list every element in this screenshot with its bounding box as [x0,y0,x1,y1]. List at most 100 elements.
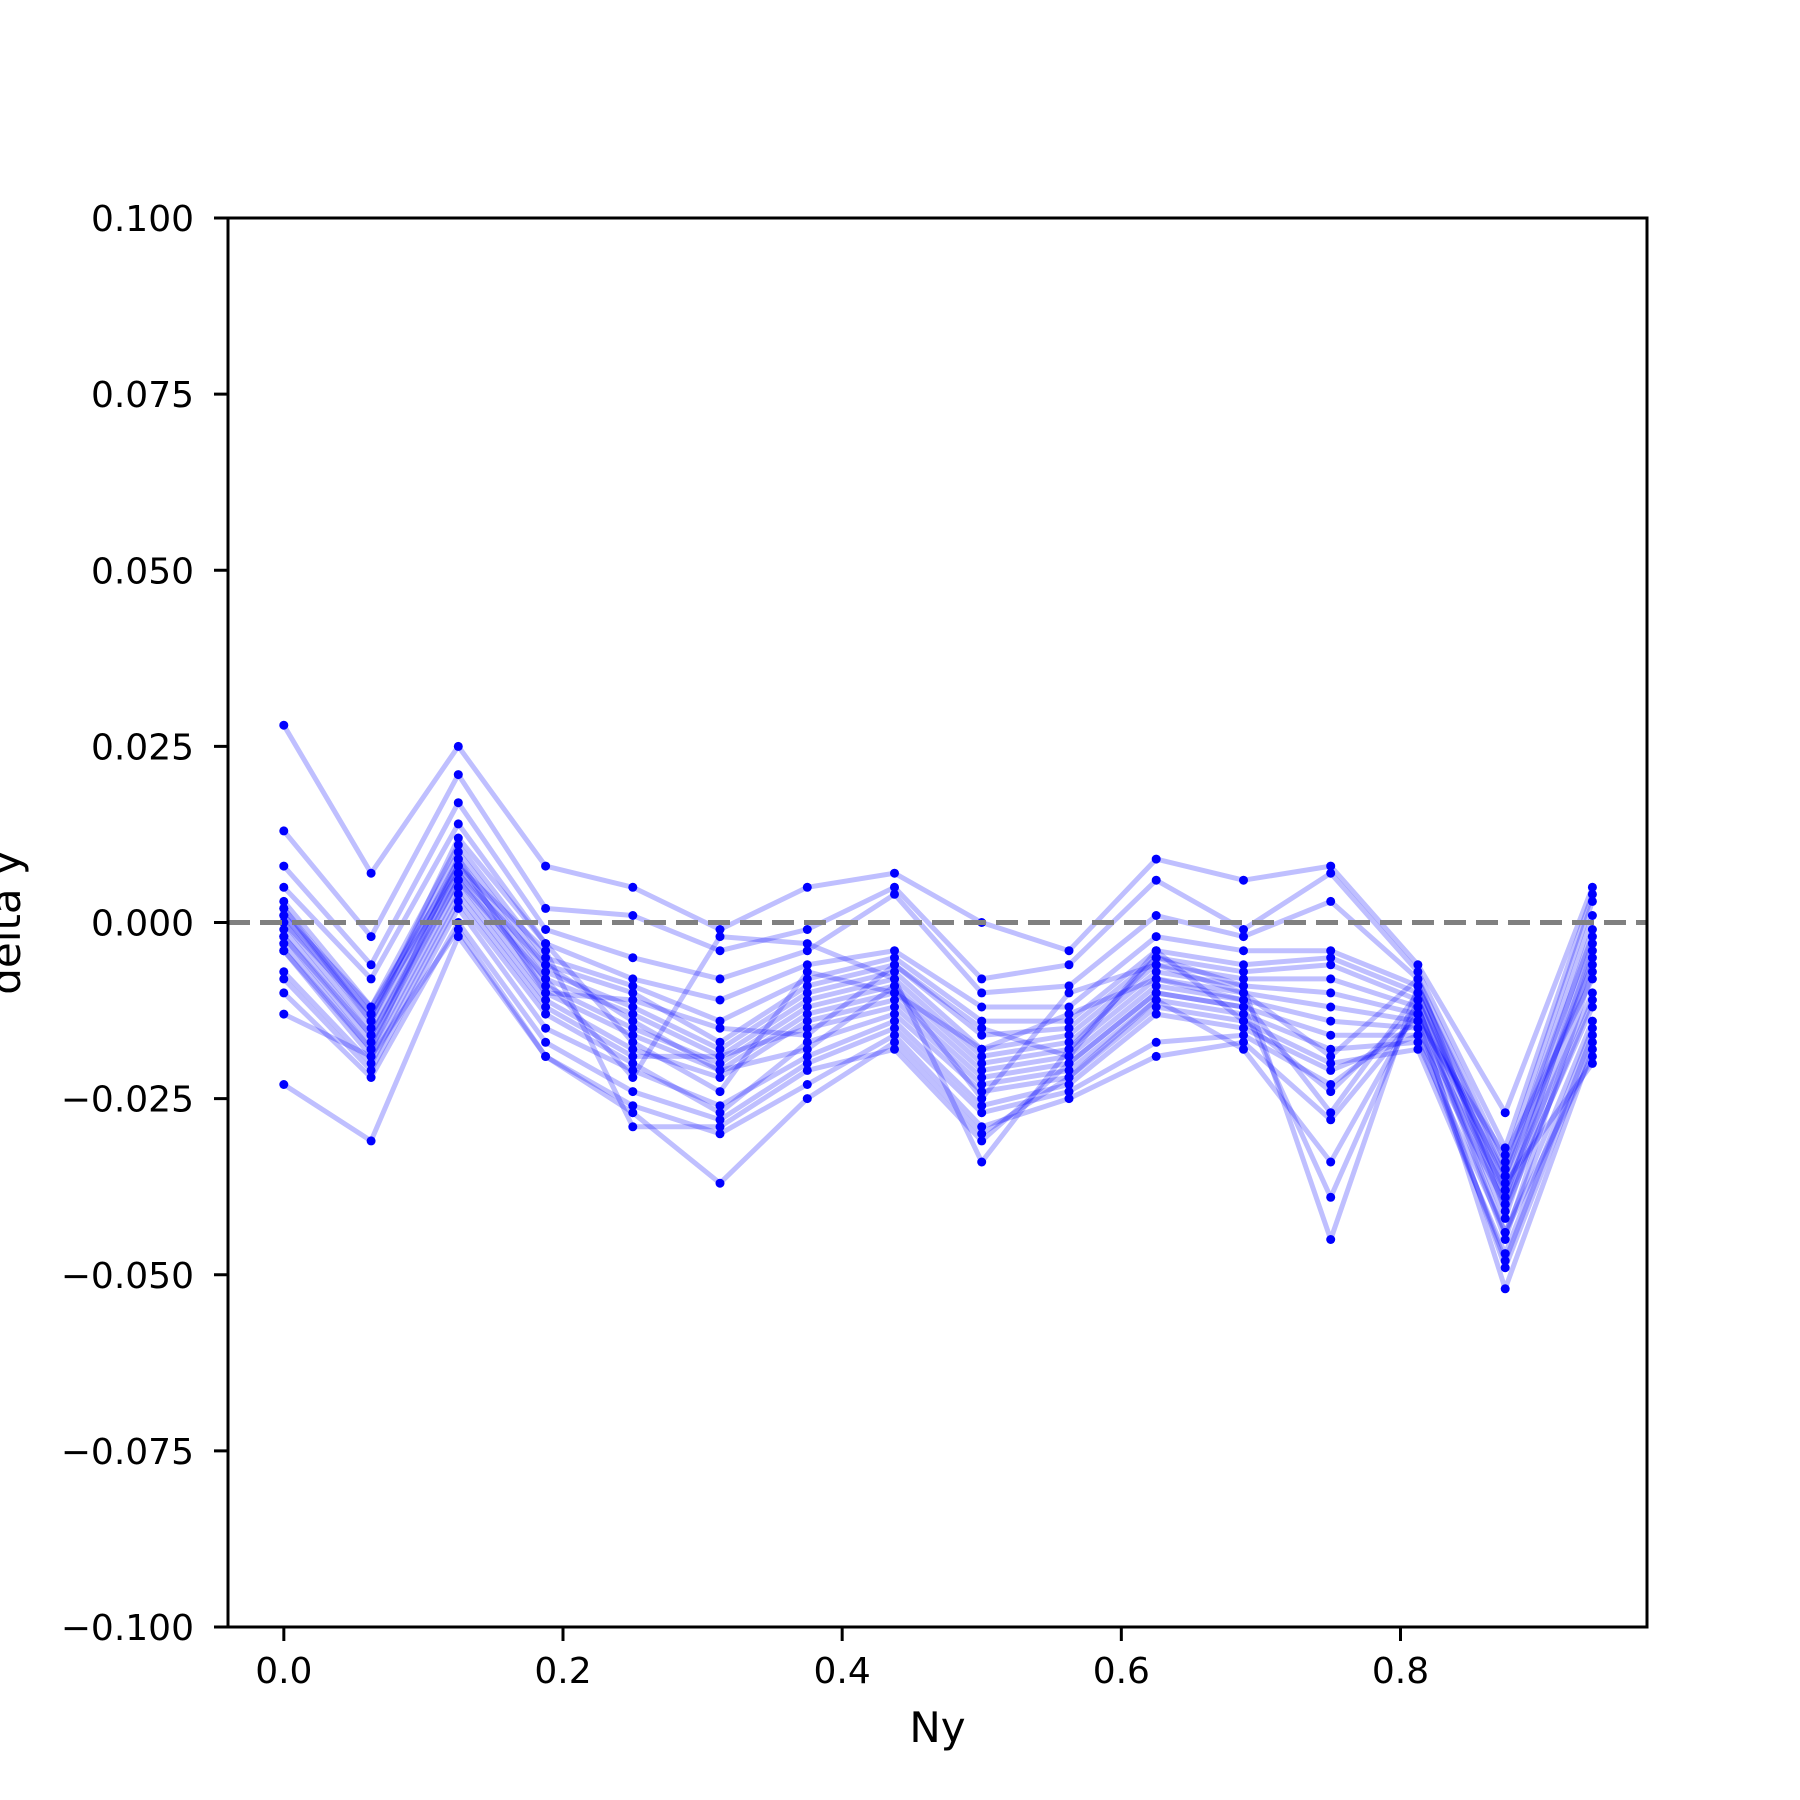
data-point [541,1023,551,1033]
data-point [1239,1009,1248,1019]
data-point [890,974,899,984]
data-point [715,1129,725,1139]
data-point [977,1136,987,1146]
data-point [541,967,551,977]
data-point [1587,1044,1597,1054]
data-point [1500,1256,1510,1266]
series-line-5 [281,842,1595,1193]
data-point [453,741,463,751]
series-line-13 [281,898,1595,1257]
data-point [279,925,289,934]
data-point [802,1023,812,1033]
data-point [977,1122,987,1132]
data-point [628,1016,638,1026]
data-point [366,1044,376,1054]
data-point [890,1009,899,1019]
data-point [977,1065,987,1075]
data-point [1151,932,1161,942]
data-point [1587,1030,1597,1040]
data-point [1587,889,1597,899]
series-points [279,720,1597,1294]
data-point [279,903,289,913]
data-point [1587,911,1597,920]
data-point [890,988,899,998]
data-point [279,939,289,949]
data-point [802,1002,812,1012]
series-line-18 [281,863,1595,1200]
data-point [1326,1030,1336,1040]
data-point [715,1051,725,1061]
data-point [1064,1094,1074,1104]
data-point [1064,946,1074,956]
series-line-20 [281,835,1595,1200]
data-point [715,1108,725,1118]
data-point [366,1002,376,1012]
data-point [1151,911,1161,920]
data-point [1587,939,1597,949]
x-tick-label: 0.6 [1093,1651,1150,1692]
data-point [1500,1213,1510,1223]
data-point [715,1073,725,1082]
data-point [541,903,551,913]
data-point [453,770,463,780]
data-point [977,1101,987,1111]
data-point [1500,1235,1510,1244]
data-point [1064,1051,1074,1061]
data-point [1326,896,1336,906]
data-point [1500,1150,1510,1160]
data-point [1326,1051,1336,1061]
data-point [1064,1009,1074,1019]
data-point [1064,1023,1074,1033]
data-point [628,1087,638,1097]
y-tick-label: 0.000 [91,904,194,945]
x-tick-label: 0.2 [534,1651,591,1692]
data-point [1064,1087,1074,1097]
data-point [628,953,638,963]
data-point [279,932,289,942]
data-point [366,1037,376,1047]
data-point [802,995,812,1005]
data-point [1413,1030,1423,1040]
data-point [628,995,638,1005]
data-point [1064,1002,1074,1012]
data-point [1413,967,1423,977]
data-point [1413,974,1423,984]
data-point [628,882,638,892]
x-axis-ticks: 0.0 0.2 0.4 0.6 0.8 [255,1627,1429,1692]
data-point [1326,1080,1336,1089]
data-point [628,974,638,984]
data-point [279,861,289,871]
data-point [366,1136,376,1146]
data-point [1413,981,1423,991]
data-point [1064,981,1074,991]
data-point [1500,1199,1510,1209]
data-point [453,840,463,850]
data-point [1413,988,1423,998]
data-point [1587,932,1597,942]
data-point [628,1002,638,1012]
data-point [541,925,551,934]
data-point [541,861,551,871]
data-point [1500,1157,1510,1167]
data-point [1587,953,1597,963]
data-point [1239,946,1248,956]
data-point [1326,868,1336,878]
data-point [715,1037,725,1047]
data-point [541,946,551,956]
data-point [628,1051,638,1061]
data-point [279,826,289,836]
data-point [279,946,289,956]
series-line-11 [281,884,1595,1207]
series-line-9 [281,870,1595,1158]
data-point [890,953,899,963]
data-point [453,854,463,864]
data-point [977,1129,987,1139]
series-line-16 [282,927,1595,1292]
data-point [628,1037,638,1047]
data-point [890,967,899,977]
data-point [1500,1192,1510,1202]
data-point [453,833,463,843]
data-point [1326,1065,1336,1075]
data-point [279,1009,289,1019]
data-point [802,1051,812,1061]
